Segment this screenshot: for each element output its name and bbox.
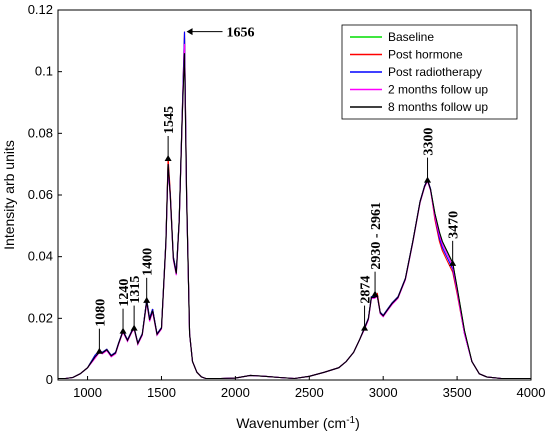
y-tick-label: 0.06	[28, 187, 53, 202]
annotation-arrow-head	[164, 155, 172, 161]
x-axis-title-end: )	[355, 415, 360, 431]
x-tick-label: 3500	[443, 385, 472, 400]
annotation-label: 1545	[162, 106, 177, 134]
x-axis-title: Wavenumber (cm-1)	[236, 415, 360, 431]
annotation-arrow-head	[186, 28, 193, 36]
annotation-label: 3300	[422, 128, 437, 156]
annotation-arrow-head	[424, 176, 432, 183]
x-tick-label: 4000	[517, 385, 546, 400]
legend-items: Baseline Post hormone Post radiotherapy 2 m…	[350, 30, 488, 114]
annotation-label: 1240	[117, 279, 132, 307]
annotation-label: 2874	[359, 276, 374, 304]
x-tick-label: 1500	[147, 385, 176, 400]
x-axis-ticks: 1000 1500 2000 2500 3000 3500 4000	[73, 376, 545, 400]
x-tick-label: 2000	[221, 385, 250, 400]
legend-label: Baseline	[388, 30, 434, 44]
series-lines	[58, 31, 531, 380]
annotation-label: 1656	[227, 26, 255, 41]
legend-label: 8 months follow up	[388, 100, 488, 114]
annotation-arrow-head	[371, 290, 379, 297]
legend-label: Post radiotherapy	[388, 65, 482, 79]
legend-label: Post hormone	[388, 48, 463, 62]
x-tick-label: 1000	[73, 385, 102, 400]
y-tick-label: 0.12	[28, 2, 53, 17]
annotation-label: 1400	[141, 248, 156, 276]
annotation-arrow-head	[95, 347, 103, 354]
x-tick-label: 2500	[295, 385, 324, 400]
y-tick-label: 0.02	[28, 310, 53, 325]
y-tick-label: 0.1	[35, 64, 53, 79]
y-axis-ticks: 0 0.02 0.04 0.06 0.08 0.1 0.12	[28, 2, 62, 387]
x-axis-title-sup: -1	[346, 415, 355, 426]
y-axis-title: Intensity arb units	[1, 140, 17, 250]
legend: Baseline Post hormone Post radiotherapy 2 m…	[341, 24, 518, 120]
annotation-label: 3470	[447, 211, 462, 239]
annotation-label: 1315	[128, 276, 143, 304]
annotation-arrow-head	[130, 324, 138, 331]
annotation-arrow-head	[361, 324, 369, 331]
y-tick-label: 0.08	[28, 125, 53, 140]
x-tick-label: 3000	[369, 385, 398, 400]
series-line-5	[58, 53, 531, 380]
legend-label: 2 months follow up	[388, 83, 488, 97]
y-tick-label: 0	[46, 372, 53, 387]
x-axis-title-main: Wavenumber (cm	[236, 415, 346, 431]
annotation-arrow-head	[143, 296, 151, 303]
annotation-arrow-head	[119, 327, 127, 334]
y-tick-label: 0.04	[28, 249, 53, 264]
annotation-label: 1080	[93, 299, 108, 327]
annotation-arrow-head	[449, 259, 457, 266]
annotation-label: 2930 - 2961	[369, 202, 384, 270]
